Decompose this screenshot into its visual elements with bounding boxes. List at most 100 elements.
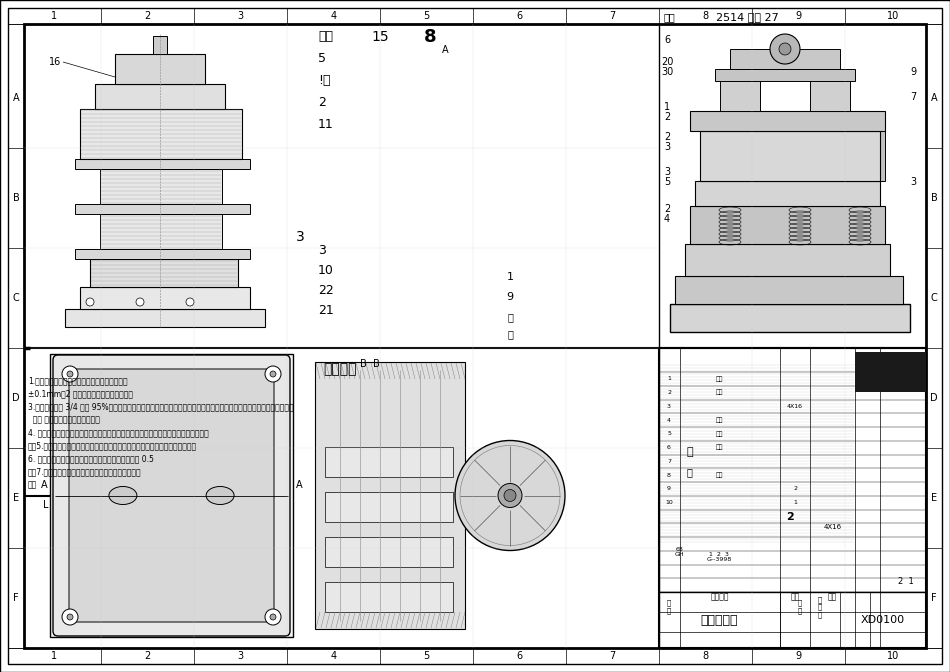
Text: 6. 各各件液压密封要求工正，有不合格一处扣相应分 0.5: 6. 各各件液压密封要求工正，有不合格一处扣相应分 0.5 [28,454,154,463]
Bar [90,259,238,287]
Text: 8: 8 [702,11,709,21]
Bar [8,8,942,24]
Text: 4: 4 [667,417,671,423]
Ellipse shape [109,487,137,505]
FancyBboxPatch shape [53,355,290,636]
Bar [75,249,250,259]
Text: 15: 15 [371,30,389,44]
Ellipse shape [706,117,724,125]
Ellipse shape [866,117,884,125]
Text: 16: 16 [48,57,61,67]
Text: C: C [12,293,19,303]
Text: 5: 5 [318,52,326,65]
Bar [690,111,885,131]
Text: 7: 7 [910,92,916,102]
Bar [675,276,903,304]
Bar [747,121,765,181]
Text: 5: 5 [667,431,671,436]
Text: B  B: B B [360,359,380,369]
Bar [315,362,465,629]
Bar [80,109,242,159]
Text: !且: !且 [318,75,331,87]
Text: 序
号: 序 号 [667,600,671,614]
Text: 8: 8 [424,28,436,46]
Text: F: F [931,593,937,603]
Circle shape [270,371,276,377]
Text: B: B [12,193,19,203]
Bar [792,121,810,181]
Circle shape [498,483,522,507]
Text: 月: 月 [507,329,513,339]
Circle shape [770,34,800,64]
Bar [75,204,250,214]
Circle shape [265,609,281,625]
Circle shape [62,609,78,625]
Text: B: B [931,193,938,203]
Bar [855,352,926,392]
Text: 活塞: 活塞 [715,472,723,478]
Bar [115,54,205,84]
Circle shape [504,489,516,501]
Text: A: A [296,480,303,491]
Text: 5: 5 [424,11,429,21]
Text: 22: 22 [318,284,333,296]
FancyBboxPatch shape [69,369,274,622]
Ellipse shape [831,117,849,125]
Bar [867,121,885,181]
Text: E: E [13,493,19,503]
Bar [832,121,850,181]
Text: 6: 6 [517,11,523,21]
Text: 材料: 材料 [827,593,837,601]
Text: 嗯: 嗯 [687,447,694,457]
Polygon shape [670,304,910,332]
Ellipse shape [791,117,809,125]
Text: 奉: 奉 [686,467,692,477]
Text: A: A [42,480,48,491]
Text: 2: 2 [667,390,671,395]
Text: 9: 9 [506,292,514,302]
Text: 3
5: 3 5 [664,167,670,187]
Text: 3.储液罐中加入 3/4 量的 95%乙醇，灯芯取适合长度安装，在灯芯处点火对缸体进行加热，加热后手动拨动从动轮，机构: 3.储液罐中加入 3/4 量的 95%乙醇，灯芯取适合长度安装，在灯芯处点火对缸… [28,402,294,411]
Text: 9: 9 [910,67,916,77]
Bar [50,354,293,637]
Text: 4X16: 4X16 [787,404,803,409]
Text: 旦道: 旦道 [318,30,333,44]
Bar [325,582,453,612]
Text: 1: 1 [793,500,797,505]
Text: 1  2  3
G--3998: 1 2 3 G--3998 [707,552,732,562]
Text: 4: 4 [331,11,336,21]
Text: ±0.1mm。2 装配和转轴过程应顺畅自如。: ±0.1mm。2 装配和转轴过程应顺畅自如。 [28,389,133,398]
Text: 件。: 件。 [28,480,37,489]
Text: 弹簧: 弹簧 [715,417,723,423]
Text: A: A [442,45,448,55]
Text: C: C [931,293,938,303]
Text: 皮带: 皮带 [715,431,723,437]
Text: 7: 7 [609,651,616,661]
Text: 技术要求: 技术要求 [323,362,357,376]
Bar [700,131,880,181]
Text: 3: 3 [667,404,671,409]
Bar [685,244,890,276]
Text: 部件名称: 部件名称 [711,593,729,601]
Text: 5: 5 [424,651,429,661]
Bar [8,648,942,664]
Text: 20
30: 20 30 [661,57,674,77]
Text: L: L [43,501,48,511]
Bar [695,181,880,206]
Text: D: D [12,393,20,403]
Text: 2514 且且 27: 2514 且且 27 [715,12,778,22]
Text: 2  1: 2 1 [898,577,914,587]
Text: 3: 3 [318,243,326,257]
Circle shape [265,366,281,382]
Text: 3: 3 [910,177,916,187]
Text: E: E [931,493,937,503]
Bar [926,24,942,648]
Text: 6: 6 [517,651,523,661]
Text: 4. 可装组后整体上交，无法装配的选手上交散件，上交散件选手亦可在第二阶段完成装: 4. 可装组后整体上交，无法装配的选手上交散件，上交散件选手亦可在第二阶段完成装 [28,428,209,437]
Text: A: A [931,93,938,103]
Bar [80,287,250,309]
Text: 3: 3 [238,11,243,21]
Text: 6: 6 [664,35,670,45]
Text: 齿轮: 齿轮 [715,376,723,382]
Text: D: D [930,393,938,403]
